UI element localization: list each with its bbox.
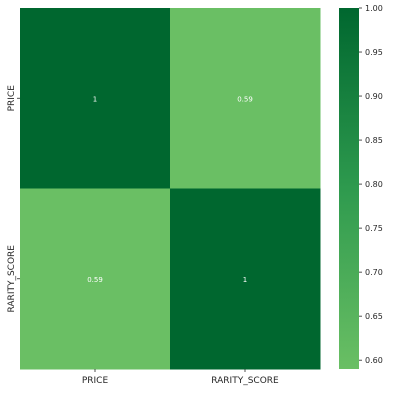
colorbar-tick-label: 0.75	[365, 224, 383, 233]
colorbar-tick-label: 0.95	[365, 48, 383, 57]
heatmap-cell	[170, 8, 321, 189]
heatmap-cell	[20, 188, 171, 370]
heatmap-cell	[20, 8, 171, 189]
x-tick-label: PRICE	[82, 376, 109, 386]
x-tick-label: RARITY_SCORE	[211, 376, 279, 386]
colorbar-tick-label: 0.70	[365, 268, 383, 277]
colorbar-tick-label: 1.00	[365, 4, 383, 13]
heatmap-cells	[20, 8, 321, 370]
cell-annotation: 0.59	[237, 95, 253, 103]
y-tick-label: PRICE	[7, 85, 17, 112]
cell-annotation: 0.59	[87, 276, 103, 284]
heatmap-cell	[170, 188, 321, 370]
colorbar-tick-label: 0.60	[365, 356, 383, 365]
colorbar-tick-label: 0.85	[365, 136, 383, 145]
cell-annotation: 1	[93, 95, 97, 103]
colorbar-tick-label: 0.90	[365, 92, 383, 101]
x-axis-ticks: PRICE RARITY_SCORE	[82, 369, 279, 386]
cell-annotation: 1	[243, 276, 247, 284]
colorbar-ticks: 0.60 0.65 0.70 0.75 0.80 0.85 0.90 0.95 1.00	[359, 4, 383, 365]
cell-annotations: 1 0.59 0.59 1	[87, 95, 253, 284]
colorbar-tick-label: 0.80	[365, 180, 383, 189]
y-tick-label: RARITY_SCORE	[7, 245, 17, 313]
colorbar	[339, 8, 359, 369]
colorbar-gradient	[339, 8, 359, 369]
y-axis-ticks: PRICE RARITY_SCORE	[7, 85, 20, 313]
colorbar-tick-label: 0.65	[365, 312, 383, 321]
